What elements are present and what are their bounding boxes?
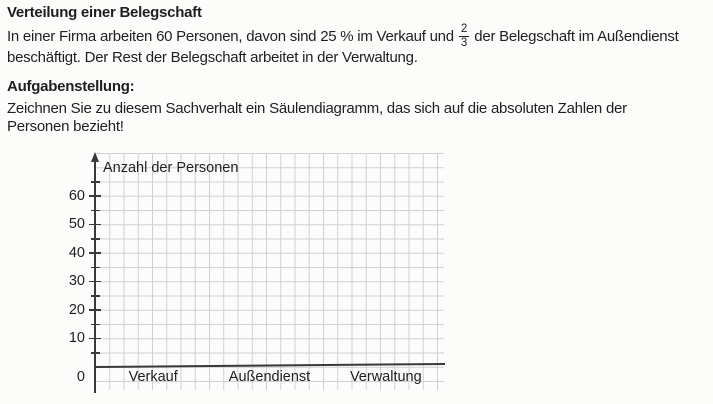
y-axis-tick — [89, 337, 101, 340]
intro-text-after-fraction: der Belegschaft im Außendienst — [474, 27, 679, 45]
y-axis-tick — [90, 323, 100, 325]
y-axis-tick-label: 20 — [68, 301, 85, 318]
y-axis-tick — [89, 195, 101, 197]
y-axis-arrow-icon — [90, 152, 99, 162]
task-heading: Aufgabenstellung: — [7, 78, 135, 95]
task-line-1: Zeichnen Sie zu diesem Sachverhalt ein S… — [7, 100, 627, 117]
y-axis-title: Anzahl der Personen — [103, 160, 239, 176]
category-label: Außendienst — [228, 369, 311, 385]
y-axis-tick — [90, 352, 100, 354]
origin-label: 0 — [76, 369, 85, 385]
fraction-denominator: 3 — [460, 36, 468, 49]
fraction-numerator: 2 — [458, 23, 470, 37]
graph-paper-grid — [95, 153, 444, 390]
intro-text-before-fraction: In einer Firma arbeiten 60 Personen, dav… — [7, 27, 454, 45]
intro-paragraph-line-1: In einer Firma arbeiten 60 Personen, dav… — [7, 23, 679, 50]
category-label: Verkauf — [128, 369, 178, 385]
y-axis-line — [94, 158, 96, 393]
y-axis-tick — [90, 209, 100, 211]
y-axis-tick — [90, 238, 100, 240]
exercise-title: Verteilung einer Belegschaft — [7, 4, 202, 21]
y-axis-tick-label: 10 — [68, 330, 85, 346]
y-axis-tick — [90, 181, 100, 183]
x-axis-category-labels: Verkauf Außendienst Verwaltung — [95, 369, 444, 385]
y-axis-tick — [89, 280, 101, 283]
y-axis-tick-label: 60 — [68, 187, 85, 204]
y-axis-tick-label: 50 — [68, 216, 85, 232]
y-axis-tick — [89, 252, 101, 254]
intro-paragraph-line-2: beschäftigt. Der Rest der Belegschaft ar… — [7, 49, 418, 66]
y-axis-tick — [89, 309, 101, 311]
category-label: Verwaltung — [349, 369, 422, 385]
y-axis-tick — [90, 266, 100, 268]
y-axis-tick-label: 30 — [68, 273, 85, 289]
task-line-2: Personen bezieht! — [7, 118, 124, 135]
y-axis-tick-label: 40 — [68, 244, 85, 261]
y-axis-tick — [90, 295, 100, 297]
y-axis-tick — [89, 223, 101, 226]
